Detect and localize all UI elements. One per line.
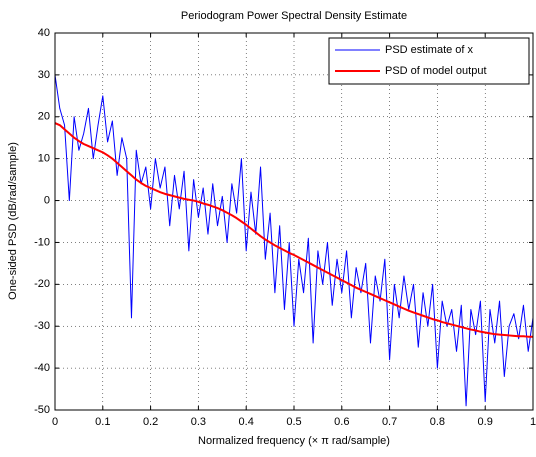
x-tick-label: 0.3	[191, 416, 206, 428]
x-tick-label: 0.8	[430, 416, 445, 428]
y-tick-label: 20	[38, 111, 50, 123]
x-tick-label: 0.1	[95, 416, 110, 428]
series-line	[54, 74, 534, 407]
y-tick-label: -40	[34, 362, 50, 374]
legend-label: PSD estimate of x	[385, 44, 474, 56]
y-tick-label: 30	[38, 69, 50, 81]
y-tick-label: -10	[34, 236, 50, 248]
x-axis-label: Normalized frequency (× π rad/sample)	[198, 435, 390, 447]
x-tick-label: 1	[530, 416, 536, 428]
x-tick-label: 0.5	[286, 416, 301, 428]
series-line	[54, 122, 533, 338]
x-tick-label: 0.6	[334, 416, 349, 428]
x-tick-label: 0.7	[382, 416, 397, 428]
x-tick-label: 0.4	[239, 416, 254, 428]
chart-title: Periodogram Power Spectral Density Estim…	[181, 10, 407, 22]
x-tick-label: 0.2	[143, 416, 158, 428]
y-tick-label: 0	[44, 194, 50, 206]
x-tick-label: 0.9	[478, 416, 493, 428]
x-tick-label: 0	[52, 416, 58, 428]
legend-box	[328, 37, 530, 85]
y-axis-label: One-sided PSD (dB/rad/sample)	[7, 142, 19, 300]
y-tick-label: -20	[34, 278, 50, 290]
y-tick-label: 40	[38, 27, 50, 39]
y-tick-label: -50	[34, 404, 50, 416]
y-tick-label: -30	[34, 320, 50, 332]
plot-frame	[54, 32, 534, 411]
y-tick-label: 10	[38, 153, 50, 165]
legend-label: PSD of model output	[385, 65, 487, 77]
